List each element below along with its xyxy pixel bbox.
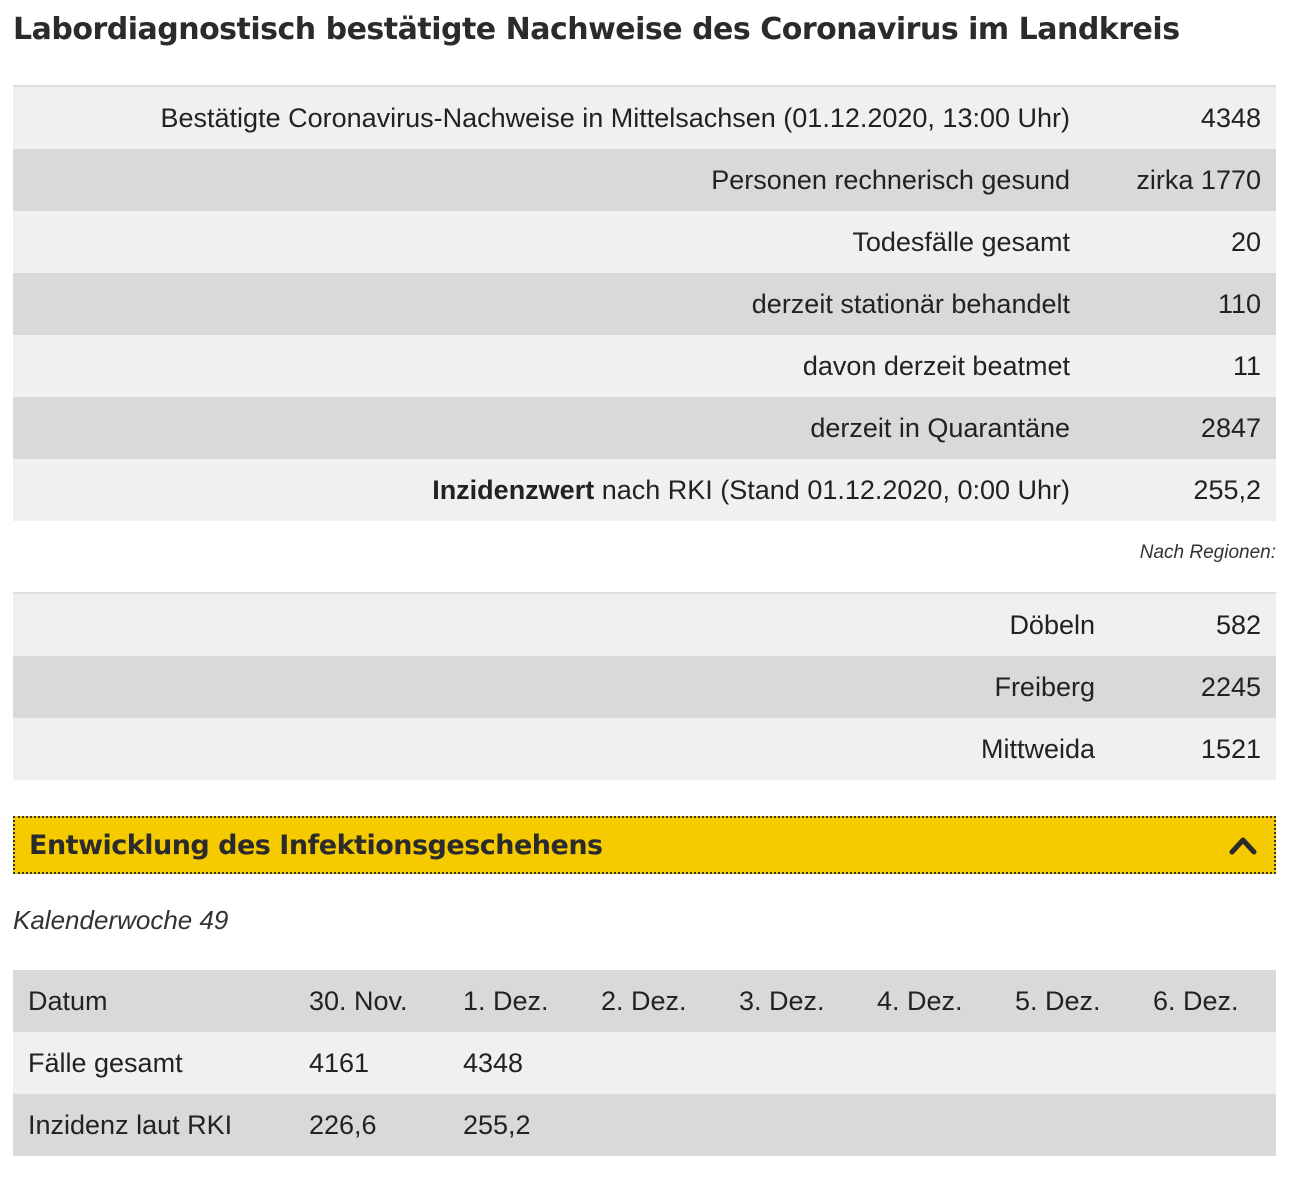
calendar-week-label: Kalenderwoche 49 bbox=[13, 905, 229, 935]
row-label: Todesfälle gesamt bbox=[852, 226, 1070, 257]
row-value: 110 bbox=[1217, 288, 1261, 319]
row-label: derzeit stationär behandelt bbox=[751, 288, 1070, 319]
table-cell bbox=[739, 1094, 877, 1156]
table-cell: 226,6 bbox=[309, 1109, 377, 1140]
table-cell: Inzidenz laut RKI bbox=[28, 1109, 233, 1140]
row-label: derzeit in Quarantäne bbox=[810, 412, 1070, 443]
table-cell bbox=[1015, 1032, 1153, 1094]
region-value: 582 bbox=[1215, 609, 1261, 640]
page-title: Labordiagnostisch bestätigte Nachweise d… bbox=[13, 12, 1180, 47]
region-label: Mittweida bbox=[980, 733, 1095, 764]
column-header: 30. Nov. bbox=[309, 985, 408, 1016]
table-cell bbox=[601, 1094, 739, 1156]
table-cell bbox=[739, 1032, 877, 1094]
column-header: 6. Dez. bbox=[1153, 985, 1239, 1016]
region-value: 1521 bbox=[1200, 733, 1261, 764]
region-label: Freiberg bbox=[994, 671, 1095, 702]
row-label: Bestätigte Coronavirus-Nachweise in Mitt… bbox=[160, 102, 1070, 133]
column-header: 1. Dez. bbox=[463, 985, 549, 1016]
incidence-bold-label: Inzidenzwert bbox=[432, 474, 595, 505]
table-cell: 4348 bbox=[463, 1047, 524, 1078]
column-header: 4. Dez. bbox=[877, 985, 963, 1016]
table-cell: 4161 bbox=[309, 1047, 370, 1078]
accordion-header[interactable]: Entwicklung des Infektionsgeschehens bbox=[13, 816, 1276, 874]
chevron-up-icon[interactable] bbox=[1228, 834, 1258, 856]
table-cell bbox=[601, 1032, 739, 1094]
table-row: Bestätigte Coronavirus-Nachweise in Mitt… bbox=[13, 86, 1276, 149]
table-row: Inzidenz laut RKI 226,6 255,2 bbox=[13, 1094, 1276, 1156]
row-value: 20 bbox=[1230, 226, 1261, 257]
regions-note: Nach Regionen: bbox=[1139, 542, 1276, 563]
row-value: 4348 bbox=[1200, 102, 1261, 133]
row-label: Inzidenzwert nach RKI (Stand 01.12.2020,… bbox=[13, 459, 1085, 521]
column-header: Datum bbox=[28, 985, 108, 1016]
table-cell: 255,2 bbox=[463, 1109, 531, 1140]
row-value: 11 bbox=[1232, 350, 1261, 381]
table-cell bbox=[1153, 1094, 1276, 1156]
table-row: Personen rechnerisch gesund zirka 1770 bbox=[13, 149, 1276, 211]
row-label: davon derzeit beatmet bbox=[802, 350, 1070, 381]
table-row: Todesfälle gesamt 20 bbox=[13, 211, 1276, 273]
row-value: 2847 bbox=[1200, 412, 1261, 443]
summary-table: Bestätigte Coronavirus-Nachweise in Mitt… bbox=[13, 85, 1276, 521]
accordion-title: Entwicklung des Infektionsgeschehens bbox=[29, 829, 603, 861]
weekly-table: Datum 30. Nov. 1. Dez. 2. Dez. 3. Dez. 4… bbox=[13, 970, 1276, 1156]
row-label: Personen rechnerisch gesund bbox=[711, 164, 1070, 195]
column-header: 3. Dez. bbox=[739, 985, 825, 1016]
table-row: Inzidenzwert nach RKI (Stand 01.12.2020,… bbox=[13, 459, 1276, 521]
region-value: 2245 bbox=[1200, 671, 1261, 702]
table-row: Freiberg 2245 bbox=[13, 656, 1276, 718]
row-value: 255,2 bbox=[1193, 474, 1261, 505]
table-row: derzeit in Quarantäne 2847 bbox=[13, 397, 1276, 459]
table-header-row: Datum 30. Nov. 1. Dez. 2. Dez. 3. Dez. 4… bbox=[13, 970, 1276, 1032]
table-row: Döbeln 582 bbox=[13, 593, 1276, 656]
table-cell bbox=[877, 1032, 1015, 1094]
table-cell bbox=[1153, 1032, 1276, 1094]
table-row: derzeit stationär behandelt 110 bbox=[13, 273, 1276, 335]
table-cell: Fälle gesamt bbox=[28, 1047, 183, 1078]
column-header: 5. Dez. bbox=[1015, 985, 1101, 1016]
regions-table: Döbeln 582 Freiberg 2245 Mittweida 1521 bbox=[13, 592, 1276, 780]
row-value: zirka 1770 bbox=[1136, 164, 1261, 195]
table-cell bbox=[1015, 1094, 1153, 1156]
incidence-label: nach RKI (Stand 01.12.2020, 0:00 Uhr) bbox=[594, 474, 1070, 505]
region-label: Döbeln bbox=[1009, 609, 1095, 640]
table-row: Mittweida 1521 bbox=[13, 718, 1276, 780]
table-cell bbox=[877, 1094, 1015, 1156]
table-row: Fälle gesamt 4161 4348 bbox=[13, 1032, 1276, 1094]
table-row: davon derzeit beatmet 11 bbox=[13, 335, 1276, 397]
column-header: 2. Dez. bbox=[601, 985, 687, 1016]
